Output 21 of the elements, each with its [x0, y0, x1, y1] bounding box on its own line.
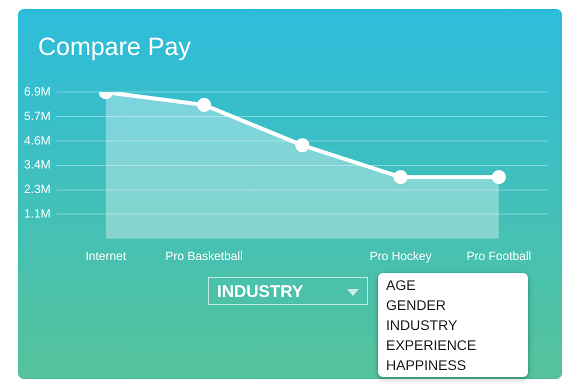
text: GENDER	[385, 296, 447, 315]
y-tick-label: 4.6M	[24, 133, 51, 148]
x-tick-label: Pro Basketball	[165, 249, 243, 264]
point	[492, 170, 506, 184]
point	[197, 98, 212, 112]
text: INDUSTRY	[385, 316, 458, 335]
y-tick-label: 6.9M	[24, 84, 51, 99]
x-tick-label: Internet	[85, 249, 127, 264]
point	[394, 170, 408, 184]
x-tick-label: Pro Football	[466, 249, 532, 264]
text: AGE	[385, 276, 417, 295]
text: EXPERIENCE	[385, 336, 478, 355]
chart-title: Compare Pay	[38, 33, 191, 62]
point	[295, 138, 310, 152]
y-tick-label: 1.1M	[24, 206, 51, 221]
text: INDUSTRY	[217, 282, 304, 301]
y-tick-label: 3.4M	[24, 158, 51, 172]
y-tick-label: 5.7M	[24, 108, 51, 123]
y-tick-label: 2.3M	[24, 182, 51, 196]
x-tick-label: Pro Hockey	[370, 249, 432, 264]
text: HAPPINESS	[385, 356, 468, 375]
